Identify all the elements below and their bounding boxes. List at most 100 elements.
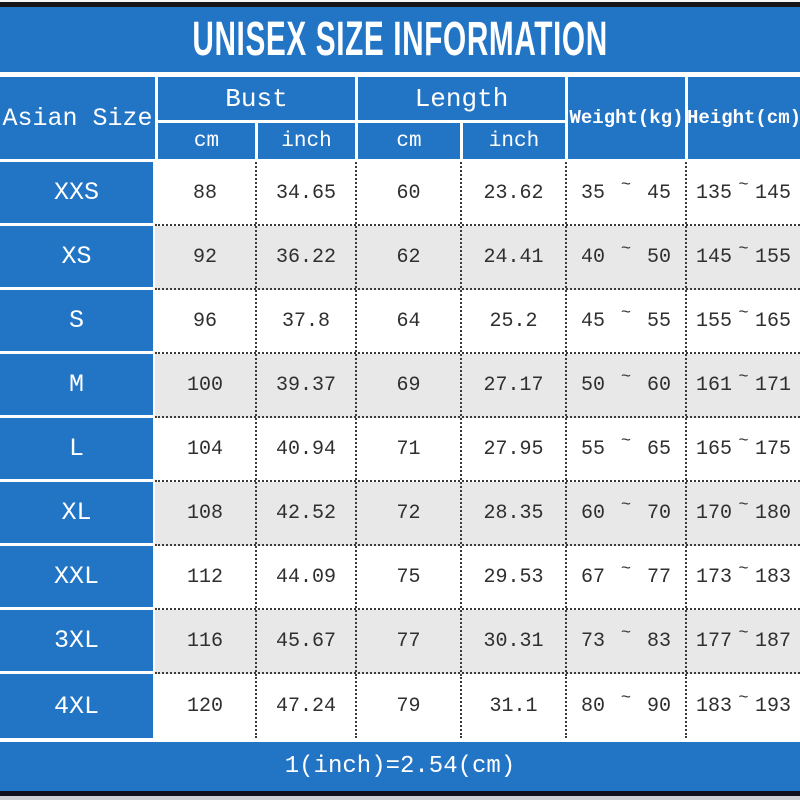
conversion-note: 1(inch)=2.54(cm): [284, 753, 516, 780]
weight-min-value: 55: [581, 437, 606, 461]
length-cm-value: 62: [355, 226, 460, 288]
weight-range: 73 ~83: [565, 610, 685, 672]
tilde-separator: ~: [620, 623, 632, 643]
bust-cm-value: 112: [186, 565, 223, 589]
table-body: XXS 88 34.65 60 23.62 35 ~45 135 ~145 XS 92 36.22 62…: [0, 162, 800, 738]
size-label: XXS: [0, 162, 155, 226]
weight-max-value: 83: [646, 629, 671, 653]
size-label: L: [0, 418, 155, 482]
header-length-subrow: cm inch: [358, 123, 565, 159]
header-group-bust: Bust cm inch: [155, 77, 355, 159]
bust-inch-value: 47.24: [255, 674, 355, 738]
tilde-separator: ~: [738, 559, 749, 579]
divider: [0, 738, 800, 742]
table-row: XS 92 36.22 62 24.41 40 ~50 145 ~155: [0, 226, 800, 290]
bust-cm-value: 104: [186, 437, 223, 461]
row-values: 96 37.8 64 25.2 45 ~55 155 ~165: [155, 290, 800, 354]
table-row: M 100 39.37 69 27.17 50 ~60 161 ~171: [0, 354, 800, 418]
bust-cm-value: 108: [186, 501, 223, 525]
height-min-value: 183: [696, 694, 733, 718]
bust-inch-value: 44.09: [255, 546, 355, 608]
height-range: 183 ~193: [685, 674, 800, 738]
tilde-separator: ~: [738, 303, 749, 323]
row-values: 88 34.65 60 23.62 35 ~45 135 ~145: [155, 162, 800, 226]
length-inch-value: 28.35: [460, 482, 565, 544]
height-range: 161 ~171: [685, 354, 800, 416]
weight-range: 67 ~77: [565, 546, 685, 608]
weight-min-value: 35: [581, 181, 606, 205]
height-range: 155 ~165: [685, 290, 800, 352]
tilde-separator: ~: [738, 688, 749, 708]
weight-min-value: 45: [581, 309, 606, 333]
tilde-separator: ~: [738, 431, 749, 451]
row-values: 120 47.24 79 31.1 80 ~90 183 ~193: [155, 674, 800, 738]
table-row: 3XL 116 45.67 77 30.31 73 ~83 177 ~187: [0, 610, 800, 674]
height-max-value: 180: [754, 501, 791, 525]
length-cm-value: 69: [355, 354, 460, 416]
length-cm-value: 77: [355, 610, 460, 672]
tilde-separator: ~: [738, 367, 749, 387]
length-cm-value: 75: [355, 546, 460, 608]
height-range: 145 ~155: [685, 226, 800, 288]
bust-cm-value: 92: [192, 245, 217, 269]
weight-min-value: 50: [581, 373, 606, 397]
size-label: 3XL: [0, 610, 155, 674]
header-length-cm: cm: [396, 129, 422, 153]
weight-range: 50 ~60: [565, 354, 685, 416]
row-values: 100 39.37 69 27.17 50 ~60 161 ~171: [155, 354, 800, 418]
row-values: 104 40.94 71 27.95 55 ~65 165 ~175: [155, 418, 800, 482]
weight-max-value: 70: [646, 501, 671, 525]
size-label: XL: [0, 482, 155, 546]
table-row: XXS 88 34.65 60 23.62 35 ~45 135 ~145: [0, 162, 800, 226]
header-weight: Weight(kg): [565, 77, 685, 159]
bust-inch-value: 39.37: [255, 354, 355, 416]
row-values: 116 45.67 77 30.31 73 ~83 177 ~187: [155, 610, 800, 674]
weight-range: 55 ~65: [565, 418, 685, 480]
bust-cm-value: 100: [186, 373, 223, 397]
tilde-separator: ~: [738, 239, 749, 259]
height-min-value: 165: [696, 437, 733, 461]
divider: [0, 72, 800, 77]
bust-cm-value: 116: [186, 629, 223, 653]
header-height: Height(cm): [685, 77, 800, 159]
height-min-value: 173: [696, 565, 733, 589]
height-max-value: 165: [754, 309, 791, 333]
length-cm-value: 72: [355, 482, 460, 544]
length-inch-value: 29.53: [460, 546, 565, 608]
height-range: 173 ~183: [685, 546, 800, 608]
weight-max-value: 60: [646, 373, 671, 397]
tilde-separator: ~: [620, 559, 632, 579]
top-border-bar: [0, 2, 800, 7]
height-range: 170 ~180: [685, 482, 800, 544]
height-max-value: 171: [754, 373, 791, 397]
height-min-value: 170: [696, 501, 733, 525]
bottom-border-bar: [0, 791, 800, 796]
height-max-value: 193: [754, 694, 791, 718]
weight-range: 35 ~45: [565, 162, 685, 224]
height-range: 165 ~175: [685, 418, 800, 480]
size-label: M: [0, 354, 155, 418]
weight-max-value: 77: [646, 565, 671, 589]
tilde-separator: ~: [620, 431, 632, 451]
length-inch-value: 31.1: [460, 674, 565, 738]
tilde-separator: ~: [620, 688, 632, 708]
height-min-value: 135: [696, 181, 733, 205]
bust-inch-value: 37.8: [255, 290, 355, 352]
height-range: 135 ~145: [685, 162, 800, 224]
table-row: XL 108 42.52 72 28.35 60 ~70 170 ~180: [0, 482, 800, 546]
row-values: 108 42.52 72 28.35 60 ~70 170 ~180: [155, 482, 800, 546]
table-row: 4XL 120 47.24 79 31.1 80 ~90 183 ~193: [0, 674, 800, 738]
table-row: L 104 40.94 71 27.95 55 ~65 165 ~175: [0, 418, 800, 482]
size-label: XS: [0, 226, 155, 290]
length-cm-value: 71: [355, 418, 460, 480]
tilde-separator: ~: [620, 175, 632, 195]
bottom-edge-line: [0, 796, 800, 800]
weight-range: 60 ~70: [565, 482, 685, 544]
tilde-separator: ~: [738, 495, 749, 515]
length-cm-value: 60: [355, 162, 460, 224]
height-range: 177 ~187: [685, 610, 800, 672]
size-label: XXL: [0, 546, 155, 610]
height-max-value: 187: [754, 629, 791, 653]
size-label: 4XL: [0, 674, 155, 738]
